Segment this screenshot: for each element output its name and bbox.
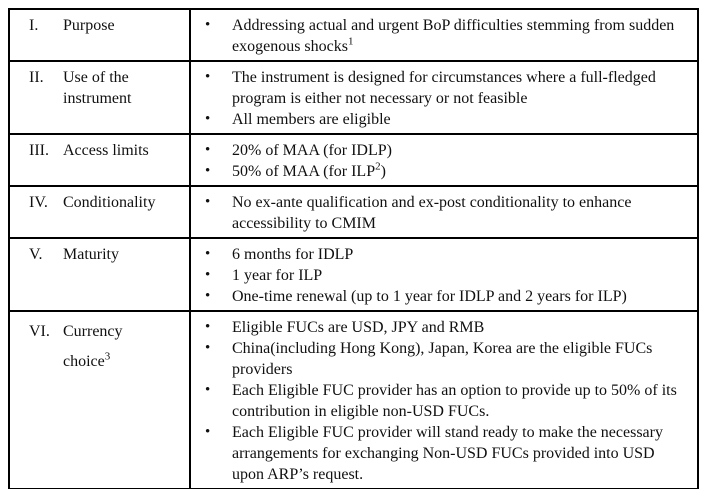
row-label: Purpose [63, 17, 115, 34]
bullet-text: All members are eligible [232, 111, 391, 128]
table-row: III. Access limits • 20% of MAA (for IDL… [10, 135, 697, 187]
row-detail-cell: • No ex-ante qualification and ex-post c… [191, 187, 697, 237]
list-item: • 1 year for ILP [191, 265, 691, 286]
bullet-icon: • [205, 69, 211, 85]
row-label: Conditionality [63, 194, 156, 211]
list-item: • China(including Hong Kong), Japan, Kor… [191, 338, 691, 380]
list-item: • 6 months for IDLP [191, 244, 691, 265]
row-numeral: VI. [29, 323, 50, 340]
row-detail-cell: • Addressing actual and urgent BoP diffi… [191, 10, 697, 60]
row-detail-cell: • Eligible FUCs are USD, JPY and RMB • C… [191, 312, 697, 488]
row-detail-cell: • The instrument is designed for circums… [191, 62, 697, 133]
table-row: VI. Currency choice3 • Eligible FUCs are… [10, 312, 697, 488]
row-detail-cell: • 6 months for IDLP • 1 year for ILP • O… [191, 239, 697, 310]
row-numeral: IV. [29, 194, 48, 211]
bullet-icon: • [205, 424, 211, 440]
row-numeral: III. [29, 142, 49, 159]
row-label: Use of the instrument [63, 69, 132, 107]
table-row: IV. Conditionality • No ex-ante qualific… [10, 187, 697, 239]
row-label: Maturity [63, 246, 119, 263]
bullet-text: The instrument is designed for circumsta… [232, 69, 656, 107]
bullet-icon: • [205, 194, 211, 210]
list-item: • 20% of MAA (for IDLP) [191, 140, 691, 161]
bullet-text: Eligible FUCs are USD, JPY and RMB [232, 319, 485, 336]
bullet-text: 1 year for ILP [232, 267, 323, 284]
bullet-icon: • [205, 17, 211, 33]
list-item: • All members are eligible [191, 109, 691, 130]
list-item: • Each Eligible FUC provider has an opti… [191, 380, 691, 422]
bullet-icon: • [205, 382, 211, 398]
bullet-text: 6 months for IDLP [232, 246, 354, 263]
list-item: • Eligible FUCs are USD, JPY and RMB [191, 317, 691, 338]
list-item: • Addressing actual and urgent BoP diffi… [191, 15, 691, 57]
list-item: • 50% of MAA (for ILP2) [191, 161, 691, 182]
row-numeral: V. [29, 246, 43, 263]
row-numeral: I. [29, 17, 39, 34]
bullet-icon: • [205, 142, 211, 158]
row-header-cell: III. Access limits [10, 135, 191, 185]
bullet-icon: • [205, 246, 211, 262]
features-table: I. Purpose • Addressing actual and urgen… [8, 8, 699, 489]
table-row: I. Purpose • Addressing actual and urgen… [10, 10, 697, 62]
list-item: • No ex-ante qualification and ex-post c… [191, 192, 691, 234]
bullet-icon: • [205, 163, 211, 179]
bullet-icon: • [205, 319, 211, 335]
row-header-cell: V. Maturity [10, 239, 191, 310]
row-header-cell: IV. Conditionality [10, 187, 191, 237]
row-label: Access limits [63, 142, 149, 159]
bullet-text: 20% of MAA (for IDLP) [232, 142, 392, 159]
table-row: V. Maturity • 6 months for IDLP • 1 year… [10, 239, 697, 312]
bullet-icon: • [205, 340, 211, 356]
bullet-text: Addressing actual and urgent BoP difficu… [232, 17, 675, 55]
list-item: • Each Eligible FUC provider will stand … [191, 422, 691, 485]
row-numeral: II. [29, 69, 44, 86]
bullet-text: No ex-ante qualification and ex-post con… [232, 194, 632, 232]
row-header-cell: I. Purpose [10, 10, 191, 60]
row-header-cell: II. Use of the instrument [10, 62, 191, 133]
row-label: Currency choice3 [63, 323, 123, 370]
bullet-text: 50% of MAA (for ILP2) [232, 160, 386, 180]
bullet-text: One-time renewal (up to 1 year for IDLP … [232, 288, 627, 305]
bullet-text: Each Eligible FUC provider has an option… [232, 382, 677, 420]
list-item: • The instrument is designed for circums… [191, 67, 691, 109]
bullet-icon: • [205, 111, 211, 127]
bullet-text: Each Eligible FUC provider will stand re… [232, 424, 663, 483]
bullet-icon: • [205, 288, 211, 304]
bullet-text: China(including Hong Kong), Japan, Korea… [232, 340, 653, 378]
table-row: II. Use of the instrument • The instrume… [10, 62, 697, 135]
bullet-icon: • [205, 267, 211, 283]
row-header-cell: VI. Currency choice3 [10, 312, 191, 488]
list-item: • One-time renewal (up to 1 year for IDL… [191, 286, 691, 307]
row-detail-cell: • 20% of MAA (for IDLP) • 50% of MAA (fo… [191, 135, 697, 185]
